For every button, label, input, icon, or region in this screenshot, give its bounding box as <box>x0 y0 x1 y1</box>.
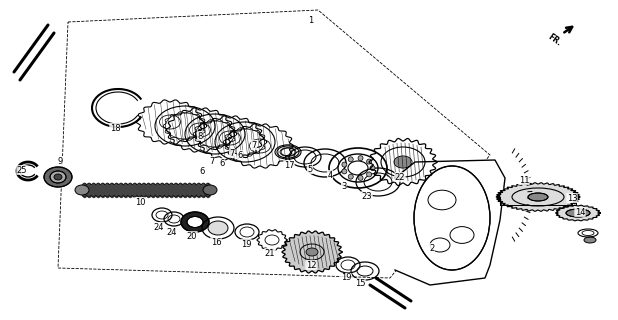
Text: 6: 6 <box>200 166 205 175</box>
Text: 11: 11 <box>519 175 529 185</box>
Text: 13: 13 <box>567 194 577 203</box>
Ellipse shape <box>187 217 203 228</box>
Ellipse shape <box>584 237 596 243</box>
Ellipse shape <box>208 221 228 235</box>
Text: 12: 12 <box>306 260 316 269</box>
Text: 7: 7 <box>210 156 214 165</box>
Ellipse shape <box>75 185 89 195</box>
Polygon shape <box>282 231 342 273</box>
Ellipse shape <box>196 116 264 160</box>
Text: 6: 6 <box>219 158 225 167</box>
Text: FR.: FR. <box>546 32 563 48</box>
Text: 19: 19 <box>341 274 351 283</box>
Circle shape <box>366 159 371 164</box>
Text: 16: 16 <box>211 237 221 246</box>
Circle shape <box>366 172 371 177</box>
Circle shape <box>370 165 375 171</box>
Text: 22: 22 <box>395 172 405 181</box>
Ellipse shape <box>54 174 62 180</box>
Ellipse shape <box>395 156 411 167</box>
Text: 25: 25 <box>17 165 27 174</box>
Polygon shape <box>395 160 505 285</box>
Ellipse shape <box>166 108 234 152</box>
Text: 8: 8 <box>197 132 203 140</box>
Circle shape <box>358 175 363 180</box>
Ellipse shape <box>306 248 318 256</box>
Ellipse shape <box>136 100 204 144</box>
Polygon shape <box>556 205 601 221</box>
Circle shape <box>358 156 363 161</box>
Text: 6: 6 <box>237 150 243 159</box>
Circle shape <box>349 157 353 162</box>
Text: 20: 20 <box>187 231 197 241</box>
Text: 3: 3 <box>341 181 347 190</box>
Text: 14: 14 <box>575 207 585 217</box>
Ellipse shape <box>50 171 66 183</box>
Text: 21: 21 <box>265 249 275 258</box>
Text: 24: 24 <box>154 222 164 231</box>
Circle shape <box>342 162 347 167</box>
Text: 5: 5 <box>307 164 313 173</box>
Ellipse shape <box>528 193 548 201</box>
Ellipse shape <box>414 166 490 270</box>
Text: 4: 4 <box>328 171 332 180</box>
Ellipse shape <box>181 212 209 232</box>
Text: 18: 18 <box>109 124 121 132</box>
Text: 19: 19 <box>241 239 252 249</box>
Circle shape <box>349 174 353 179</box>
Text: 24: 24 <box>167 228 177 236</box>
Text: 7: 7 <box>252 140 256 149</box>
Ellipse shape <box>181 112 249 156</box>
Ellipse shape <box>566 209 590 217</box>
Text: 7: 7 <box>229 148 235 157</box>
Text: 2: 2 <box>430 244 434 252</box>
Ellipse shape <box>203 185 217 195</box>
Ellipse shape <box>211 120 279 164</box>
Polygon shape <box>496 183 580 211</box>
Text: 9: 9 <box>57 156 62 165</box>
Text: 23: 23 <box>362 191 372 201</box>
Ellipse shape <box>226 124 294 168</box>
Ellipse shape <box>151 104 219 148</box>
Text: 17: 17 <box>284 161 294 170</box>
Circle shape <box>342 169 347 174</box>
Text: 10: 10 <box>135 197 145 206</box>
Ellipse shape <box>44 167 72 187</box>
Text: 1: 1 <box>308 15 313 25</box>
Text: 15: 15 <box>355 278 365 287</box>
